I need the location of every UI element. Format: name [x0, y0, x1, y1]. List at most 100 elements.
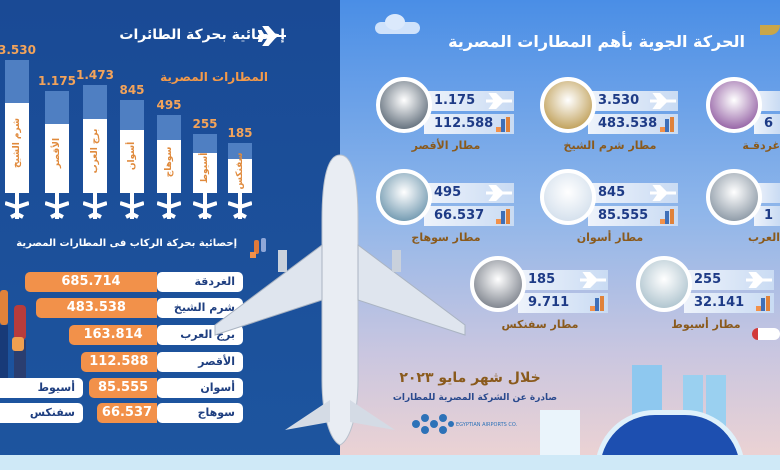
passengers-count: 32.141: [694, 295, 745, 310]
clouds: [370, 14, 430, 38]
airplane-icon: [5, 193, 29, 219]
flights-pill: 1.175: [424, 91, 514, 111]
flight-value-label: 255: [192, 116, 218, 131]
flights-subtitle: المطارات المصرية: [160, 70, 268, 84]
airplane-icon: [258, 26, 286, 46]
passenger-airport-label: أسوان: [156, 378, 243, 398]
flight-bar: سفنكس: [228, 143, 252, 193]
airplane-icon: [228, 193, 252, 219]
flight-bar-lower: برج العرب: [83, 119, 107, 193]
passenger-row: 483.538 شرم الشيخ: [35, 298, 243, 318]
flight-bar-label: الأقصر: [52, 138, 62, 169]
passengers-count: 9.711: [528, 295, 570, 310]
passenger-bar: 483.538: [35, 298, 157, 318]
egyptian-airports-logo: [410, 413, 455, 435]
airplane-icon: [746, 272, 772, 288]
passengers-count: 483.538: [598, 116, 658, 131]
flights-count: 845: [598, 185, 626, 200]
travelers-illustration: [0, 285, 30, 405]
logo-text: EGYPTIAN AIRPORTS CO.: [456, 422, 518, 428]
gold-ornament: [760, 25, 780, 35]
airport-photo: [540, 77, 596, 133]
travelers-icon: [250, 236, 272, 260]
airport-name: مطار الأقصر: [411, 139, 481, 152]
flight-value-label: 3.530: [0, 43, 36, 57]
flight-bar-lower: شرم الشيخ: [5, 102, 29, 193]
flights-count: 495: [434, 185, 462, 200]
flight-value-label: 185: [227, 126, 253, 140]
flight-bar-lower: سفنكس: [228, 153, 252, 193]
airport-card: 255 32.141 مطار أسيوط: [636, 256, 776, 332]
passenger-bar: 85.555: [89, 378, 157, 398]
flight-bar: برج العرب: [83, 84, 107, 193]
airport-card: 1.175 112.588 مطار الأقصر: [376, 77, 516, 153]
flight-value-label: 495: [156, 98, 182, 113]
main-title: الحركة الجوية بأهم المطارات المصرية: [448, 32, 745, 51]
passenger-bar: 685.714: [25, 272, 157, 292]
flight-bar-lower: أسوان: [120, 129, 144, 193]
passengers-pill: 66.537: [424, 206, 514, 226]
flights-pill: 845: [588, 183, 678, 203]
period-text: خلال شهر مايو ٢٠٢٣: [399, 370, 541, 386]
airport-name: غردقـة: [742, 139, 780, 152]
flights-pill: 185: [518, 270, 608, 290]
passenger-value: 163.814: [83, 327, 143, 342]
passengers-pill: 1: [754, 206, 780, 226]
passengers-pill: 85.555: [588, 206, 678, 226]
airplane-icon: [83, 193, 107, 219]
flight-bar-label: شرم الشيخ: [12, 117, 22, 168]
airport-name: مطار أسيوط: [671, 318, 741, 331]
flight-value-label: 845: [119, 83, 145, 98]
passengers-count: 112.588: [434, 116, 494, 131]
flight-value-label: 1.473: [76, 67, 114, 82]
flights-title: إحصائية بحركة الطائرات: [119, 27, 285, 43]
airport-photo: [636, 256, 692, 312]
flight-bar: سوهاج: [157, 115, 181, 193]
airplane-icon: [120, 193, 144, 219]
flights-count: 3.530: [598, 93, 640, 108]
flight-bar-label: أسوان: [127, 142, 137, 171]
passengers-icon: [660, 117, 674, 133]
airplane-icon: [193, 193, 217, 219]
airplane-icon: [650, 185, 676, 201]
passengers-pill: 9.711: [518, 293, 608, 313]
airport-name: مطار سوهاج: [411, 231, 481, 244]
passengers-icon: [496, 209, 510, 225]
airplane-icon: [157, 193, 181, 219]
passengers-icon: [756, 296, 770, 312]
extra-label-assiut: أسيوط: [0, 378, 83, 398]
passengers-count: 6: [764, 116, 774, 131]
airport-photo: [376, 169, 432, 225]
flight-bar: الأقصر: [45, 90, 69, 193]
passengers-title: إحصائية بحركة الركاب فى المطارات المصرية: [16, 238, 237, 249]
passenger-value: 112.588: [89, 354, 149, 369]
passenger-value: 483.538: [66, 300, 126, 315]
flights-count: 185: [528, 272, 556, 287]
airport-name: مطار شرم الشيخ: [563, 139, 657, 152]
passengers-pill: 483.538: [588, 114, 678, 134]
airport-photo: [470, 256, 526, 312]
airport-card: 185 9.711 مطار سفنكس: [470, 256, 610, 332]
flight-bar: أسيوط: [193, 133, 217, 193]
passenger-value: 66.537: [101, 405, 153, 420]
airport-photo: [706, 77, 762, 133]
flight-bar: أسوان: [120, 100, 144, 193]
passengers-count: 66.537: [434, 208, 485, 223]
airplane-icon: [486, 185, 512, 201]
airport-name: مطار أسوان: [576, 231, 644, 244]
airport-photo: [540, 169, 596, 225]
flight-bar-lower: الأقصر: [45, 123, 69, 193]
passenger-airport-label: سوهاج: [157, 403, 243, 423]
flight-value-label: 1.175: [38, 73, 76, 88]
flight-bar-lower: سوهاج: [157, 140, 181, 193]
airport-card: 495 66.537 مطار سوهاج: [376, 169, 516, 245]
airport-name: العرب: [747, 231, 780, 244]
passengers-pill: 112.588: [424, 114, 514, 134]
passenger-airport-label: الغردقة: [157, 272, 243, 292]
passenger-row: 112.588 الأقصر: [80, 352, 243, 372]
airport-card: 3.530 483.538 مطار شرم الشيخ: [540, 77, 680, 153]
passengers-icon: [660, 209, 674, 225]
airport-photo: [706, 169, 762, 225]
airport-card: 845 85.555 مطار أسوان: [540, 169, 680, 245]
extra-label-sphinx: سفنكس: [0, 403, 83, 423]
